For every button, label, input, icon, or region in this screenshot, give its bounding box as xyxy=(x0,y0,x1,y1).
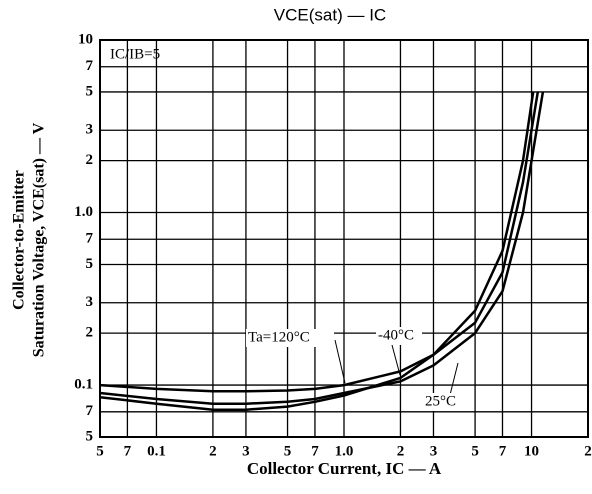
y-tick-label: 3 xyxy=(86,294,94,310)
y-tick-label: 5 xyxy=(86,428,94,444)
x-tick-label: 5 xyxy=(96,443,104,459)
x-tick-label: 5 xyxy=(284,443,292,459)
annotation: IC/IB=5 xyxy=(110,46,160,62)
x-tick-label: 2 xyxy=(584,443,592,459)
y-tick-label: 2 xyxy=(86,325,94,341)
series-line xyxy=(99,91,535,411)
x-tick-label: 1.0 xyxy=(335,443,354,459)
label-bg xyxy=(246,329,334,347)
x-axis-label: Collector Current, IC — A xyxy=(247,459,442,478)
series-label: 25°C xyxy=(425,393,456,409)
x-tick-label: 10 xyxy=(524,443,539,459)
y-tick-label: 3 xyxy=(86,122,94,138)
leader xyxy=(391,344,401,376)
y-tick-label: 0.1 xyxy=(74,377,93,393)
x-tick-label: 7 xyxy=(124,443,132,459)
y-tick-label: 1.0 xyxy=(74,204,93,220)
y-tick-label: 10 xyxy=(78,31,93,47)
label-bg xyxy=(423,393,469,411)
series-line xyxy=(99,91,540,393)
x-tick-label: 2 xyxy=(209,443,217,459)
series-label: -40°C xyxy=(378,327,414,343)
chart-title: VCE(sat) — IC xyxy=(274,5,386,24)
x-tick-label: 7 xyxy=(311,443,319,459)
y-tick-label: 7 xyxy=(86,58,94,74)
x-tick-label: 3 xyxy=(242,443,250,459)
x-tick-label: 0.1 xyxy=(147,443,166,459)
annotation-box xyxy=(108,45,200,69)
x-tick-label: 5 xyxy=(471,443,479,459)
y-tick-label: 2 xyxy=(86,152,94,168)
y-axis-label: Saturation Voltage, VCE(sat) — V xyxy=(31,122,48,357)
y-axis-label: Collector-to-Emitter xyxy=(11,170,28,310)
x-tick-label: 3 xyxy=(430,443,438,459)
y-tick-label: 7 xyxy=(86,403,94,419)
y-tick-label: 5 xyxy=(86,256,94,272)
x-tick-label: 2 xyxy=(397,443,405,459)
leader xyxy=(449,362,459,396)
series-label: Ta=120°C xyxy=(248,329,310,345)
label-bg xyxy=(376,327,422,345)
x-tick-label: 7 xyxy=(499,443,507,459)
y-tick-label: 7 xyxy=(86,231,94,247)
series-line xyxy=(99,91,545,405)
y-tick-label: 5 xyxy=(86,83,94,99)
leader xyxy=(334,339,346,384)
